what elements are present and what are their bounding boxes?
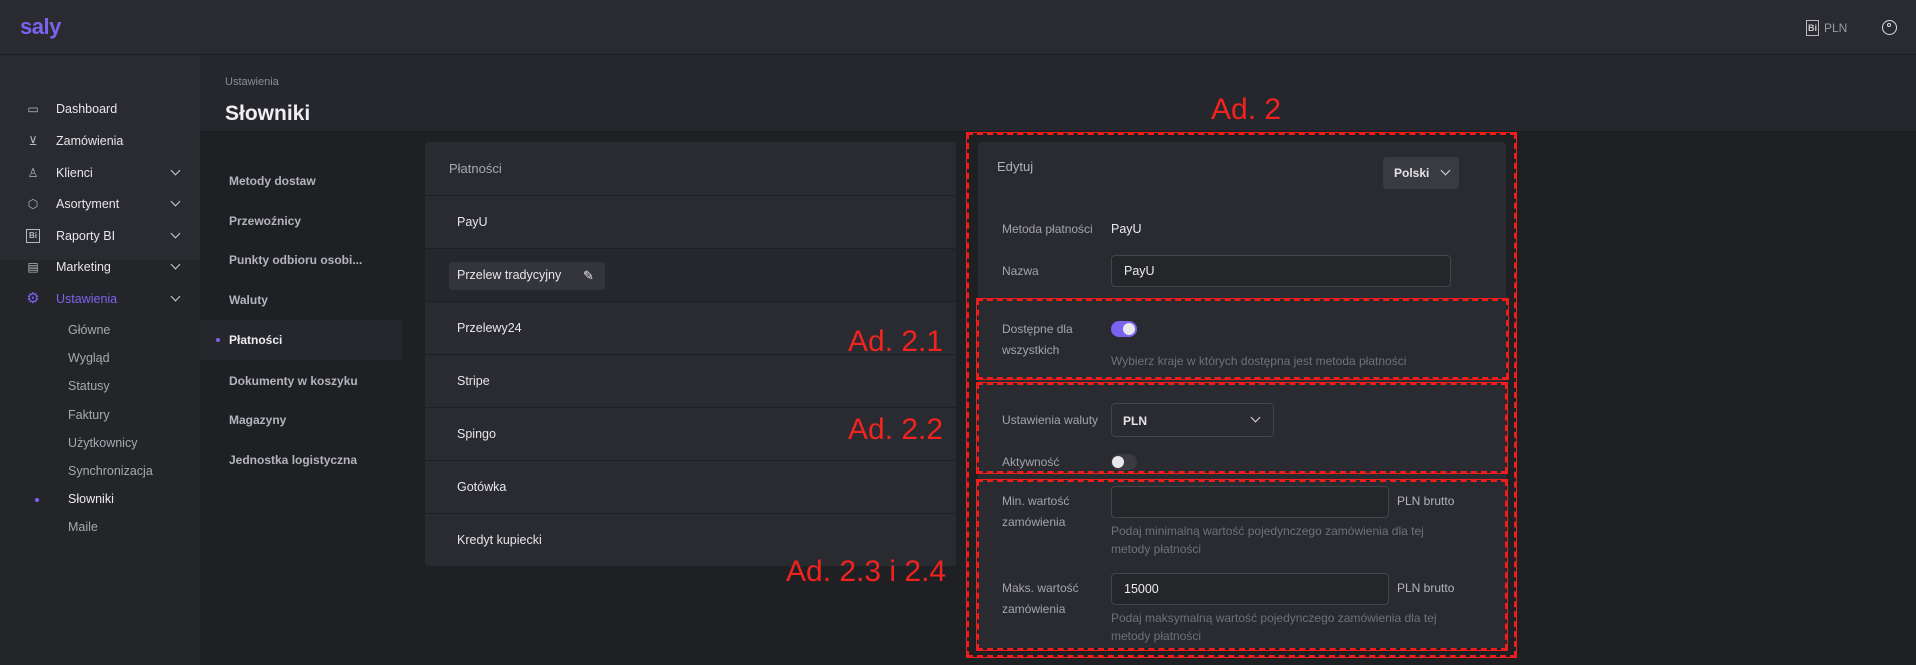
cart-icon: ⊻ bbox=[28, 134, 38, 148]
sidebar-item-settings[interactable]: ⚙ Ustawienia bbox=[0, 283, 200, 315]
annotation-box-2-3 bbox=[976, 479, 1508, 651]
bi-icon: Bi bbox=[26, 229, 40, 243]
sidebar-sub-statuses[interactable]: Statusy bbox=[68, 379, 110, 393]
pencil-icon[interactable]: ✎ bbox=[583, 268, 594, 283]
list-item[interactable]: PayU bbox=[425, 196, 956, 249]
min-value-input[interactable] bbox=[1111, 486, 1389, 518]
list-item[interactable]: Przelewy24 bbox=[425, 302, 956, 355]
min-unit: PLN brutto bbox=[1397, 494, 1455, 508]
gear-icon: ⚙ bbox=[26, 290, 40, 307]
sidebar: ▭ Dashboard ⊻ Zamówienia ♙ Klienci ⬡ Asortym… bbox=[0, 55, 200, 665]
list-item[interactable]: Spingo bbox=[425, 408, 956, 461]
name-input[interactable] bbox=[1111, 255, 1451, 287]
sidebar-item-marketing[interactable]: ▤ Marketing bbox=[0, 251, 200, 283]
box-icon: ⬡ bbox=[27, 197, 39, 211]
subnav-active-bg bbox=[200, 320, 402, 360]
edit-panel: Edytuj Polski Metoda płatności PayU Nazw… bbox=[978, 142, 1506, 648]
page-title: Słowniki bbox=[225, 102, 311, 125]
currency-select[interactable]: PLN bbox=[1111, 403, 1274, 437]
list-title: Płatności bbox=[425, 142, 956, 196]
list-item-chip[interactable]: Przelew tradycyjny ✎ bbox=[449, 262, 605, 290]
max-value-input[interactable] bbox=[1111, 573, 1389, 605]
sidebar-item-clients[interactable]: ♙ Klienci bbox=[0, 157, 200, 189]
currency-label: PLN bbox=[1824, 21, 1848, 35]
method-value: PayU bbox=[1111, 222, 1142, 236]
sidebar-item-assortment[interactable]: ⬡ Asortyment bbox=[0, 188, 200, 220]
name-label: Nazwa bbox=[1002, 264, 1039, 278]
chevron-down-icon bbox=[170, 228, 181, 239]
sidebar-sub-appearance[interactable]: Wygląd bbox=[68, 351, 110, 365]
currency-switch[interactable]: Bi PLN bbox=[1806, 20, 1847, 36]
sidebar-sub-dictionaries[interactable]: Słowniki bbox=[68, 492, 114, 506]
annotation-box-2 bbox=[966, 132, 1517, 658]
chevron-down-icon bbox=[170, 165, 181, 176]
chevron-down-icon bbox=[170, 259, 181, 270]
active-label: Aktywność bbox=[1002, 455, 1060, 469]
subnav-item[interactable]: Przewoźnicy bbox=[229, 214, 302, 228]
max-label: Maks. wartość zamówienia bbox=[1002, 581, 1079, 616]
annotation-label: Ad. 2 bbox=[1211, 93, 1282, 126]
list-item[interactable]: Gotówka bbox=[425, 461, 956, 514]
annotation-label: Ad. 2.3 i 2.4 bbox=[786, 555, 947, 588]
subnav-item[interactable]: Dokumenty w koszyku bbox=[229, 374, 358, 388]
subnav-item[interactable]: Jednostka logistyczna bbox=[229, 453, 358, 467]
subnav-item[interactable]: Magazyny bbox=[229, 413, 287, 427]
min-label: Min. wartość zamówienia bbox=[1002, 494, 1070, 529]
payment-list: Płatności PayU Przelew tradycyjny ✎ Przel… bbox=[425, 142, 956, 566]
max-help: Podaj maksymalną wartość pojedynczego za… bbox=[1111, 611, 1437, 643]
active-dot bbox=[216, 338, 220, 342]
chevron-down-icon bbox=[170, 196, 181, 207]
annotation-label: Ad. 2.2 bbox=[848, 413, 944, 446]
sidebar-item-reports[interactable]: Bi Raporty BI bbox=[0, 220, 200, 252]
sidebar-item-dashboard[interactable]: ▭ Dashboard bbox=[27, 101, 118, 117]
subnav-item[interactable]: Metody dostaw bbox=[229, 174, 316, 188]
user-circle-icon[interactable] bbox=[1882, 20, 1897, 35]
available-toggle[interactable] bbox=[1111, 321, 1137, 337]
active-dot bbox=[35, 498, 39, 502]
breadcrumb[interactable]: Ustawienia bbox=[225, 76, 279, 88]
method-label: Metoda płatności bbox=[1002, 222, 1093, 236]
subnav-item[interactable]: Waluty bbox=[229, 293, 268, 307]
edit-title: Edytuj bbox=[997, 159, 1034, 174]
page-header bbox=[200, 55, 1916, 132]
annotation-box-2-2 bbox=[976, 382, 1508, 474]
min-help: Podaj minimalną wartość pojedynczego zam… bbox=[1111, 524, 1424, 556]
logo[interactable]: saly bbox=[20, 14, 61, 39]
annotation-label: Ad. 2.1 bbox=[848, 325, 944, 358]
annotation-box-2-1 bbox=[976, 298, 1509, 380]
max-unit: PLN brutto bbox=[1397, 581, 1455, 595]
list-item[interactable]: Kredyt kupiecki bbox=[457, 533, 542, 547]
currency-label: Ustawienia waluty bbox=[1002, 413, 1099, 427]
newspaper-icon: ▤ bbox=[27, 260, 39, 274]
bi-icon: Bi bbox=[1806, 20, 1819, 36]
available-help: Wybierz kraje w których dostępna jest me… bbox=[1111, 354, 1407, 368]
language-select[interactable]: Polski bbox=[1383, 157, 1459, 189]
available-label: Dostępne dla wszystkich bbox=[1002, 322, 1073, 357]
top-bar: saly Bi PLN bbox=[0, 0, 1916, 55]
list-item[interactable]: Przelew tradycyjny ✎ bbox=[425, 249, 956, 302]
sidebar-sub-users[interactable]: Użytkownicy bbox=[68, 436, 138, 450]
subnav-item-active[interactable]: Płatności bbox=[229, 333, 283, 347]
sidebar-sub-mails[interactable]: Maile bbox=[68, 520, 98, 534]
subnav-item[interactable]: Punkty odbioru osobi... bbox=[229, 253, 363, 267]
sidebar-sub-main[interactable]: Główne bbox=[68, 323, 111, 337]
active-toggle[interactable] bbox=[1111, 454, 1137, 470]
user-icon: ♙ bbox=[27, 166, 39, 180]
sidebar-sub-sync[interactable]: Synchronizacja bbox=[68, 464, 153, 478]
sidebar-item-orders[interactable]: ⊻ Zamówienia bbox=[0, 125, 200, 157]
monitor-icon: ▭ bbox=[27, 102, 39, 116]
list-item[interactable]: Stripe bbox=[425, 355, 956, 408]
sidebar-sub-invoices[interactable]: Faktury bbox=[68, 408, 110, 422]
chevron-down-icon bbox=[170, 291, 181, 302]
